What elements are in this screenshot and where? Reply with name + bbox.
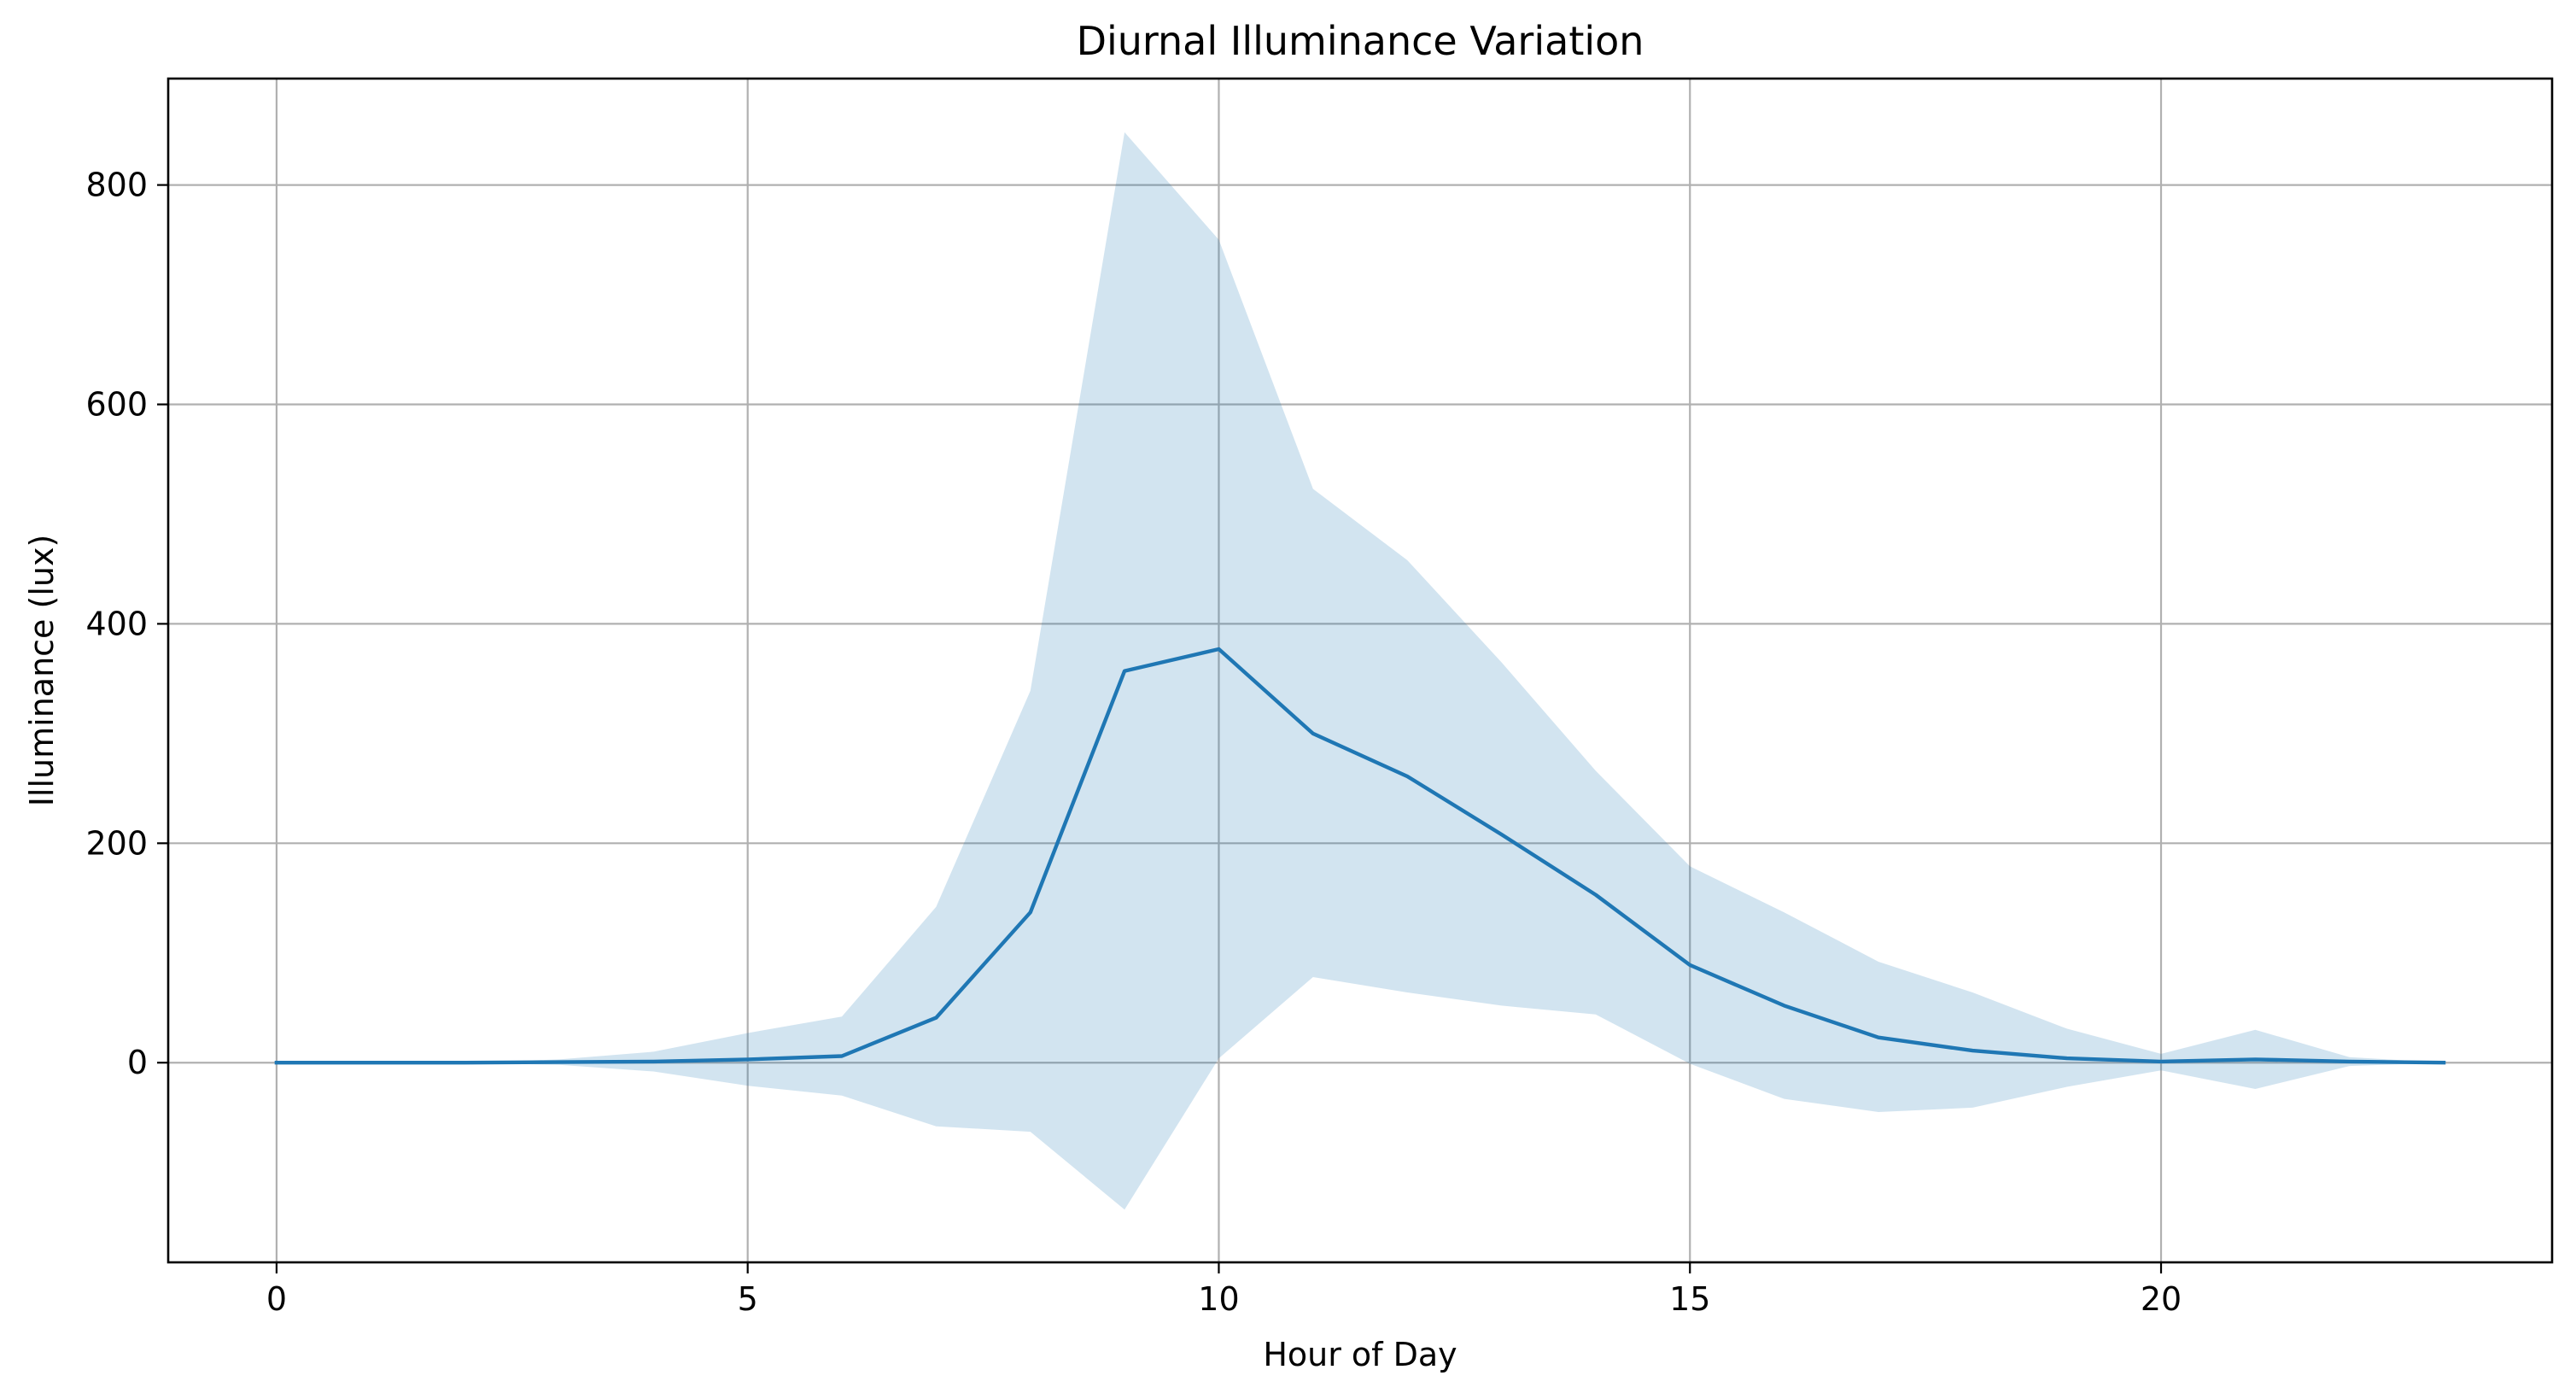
data-point — [1029, 910, 1032, 914]
std-band-area — [276, 132, 2445, 1210]
data-point — [2442, 1061, 2445, 1064]
mean-line-series — [274, 647, 2446, 1065]
data-point — [1218, 647, 1221, 651]
data-point — [558, 1061, 561, 1064]
data-point — [275, 1061, 278, 1064]
data-point — [746, 1057, 750, 1061]
data-point — [1688, 963, 1691, 967]
data-point — [464, 1061, 467, 1064]
std-band — [276, 132, 2445, 1210]
data-point — [1500, 833, 1504, 836]
data-point — [934, 1016, 938, 1020]
data-point — [2159, 1060, 2163, 1063]
grid — [168, 79, 2552, 1262]
chart-title: Diurnal Illuminance Variation — [1077, 18, 1644, 64]
data-point — [1783, 1004, 1786, 1007]
data-point — [1123, 670, 1126, 673]
data-point — [1311, 732, 1315, 735]
data-point — [840, 1055, 844, 1058]
data-point — [1594, 893, 1598, 897]
y-tick-label: 800 — [85, 167, 148, 204]
data-point — [1971, 1049, 1974, 1052]
data-point — [2253, 1057, 2257, 1061]
y-axis-label: Illuminance (lux) — [23, 535, 61, 807]
mean-line — [274, 647, 2446, 1065]
data-point — [1877, 1036, 1880, 1039]
data-point — [651, 1060, 655, 1063]
axes-frame — [166, 77, 2554, 1264]
data-point — [369, 1061, 372, 1064]
x-tick-label: 5 — [738, 1280, 758, 1318]
y-tick-label: 600 — [85, 386, 148, 424]
data-point — [1405, 775, 1409, 778]
y-tick-label: 400 — [85, 605, 148, 642]
x-tick-label: 20 — [2141, 1280, 2182, 1318]
y-tick-label: 0 — [127, 1044, 148, 1081]
data-point — [2065, 1057, 2069, 1060]
x-tick-label: 10 — [1198, 1280, 1239, 1318]
data-point — [2348, 1060, 2351, 1063]
y-tick-label: 200 — [85, 824, 148, 862]
x-tick-label: 15 — [1669, 1280, 1710, 1318]
x-axis-label: Hour of Day — [1263, 1336, 1457, 1373]
x-tick-label: 0 — [266, 1280, 287, 1318]
